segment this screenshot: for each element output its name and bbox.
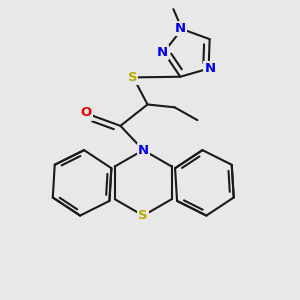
Text: O: O: [80, 106, 92, 119]
Text: S: S: [128, 71, 137, 84]
Text: N: N: [175, 22, 186, 35]
Text: N: N: [157, 46, 168, 59]
Text: N: N: [205, 62, 216, 75]
Text: S: S: [138, 209, 148, 222]
Text: N: N: [138, 144, 149, 157]
